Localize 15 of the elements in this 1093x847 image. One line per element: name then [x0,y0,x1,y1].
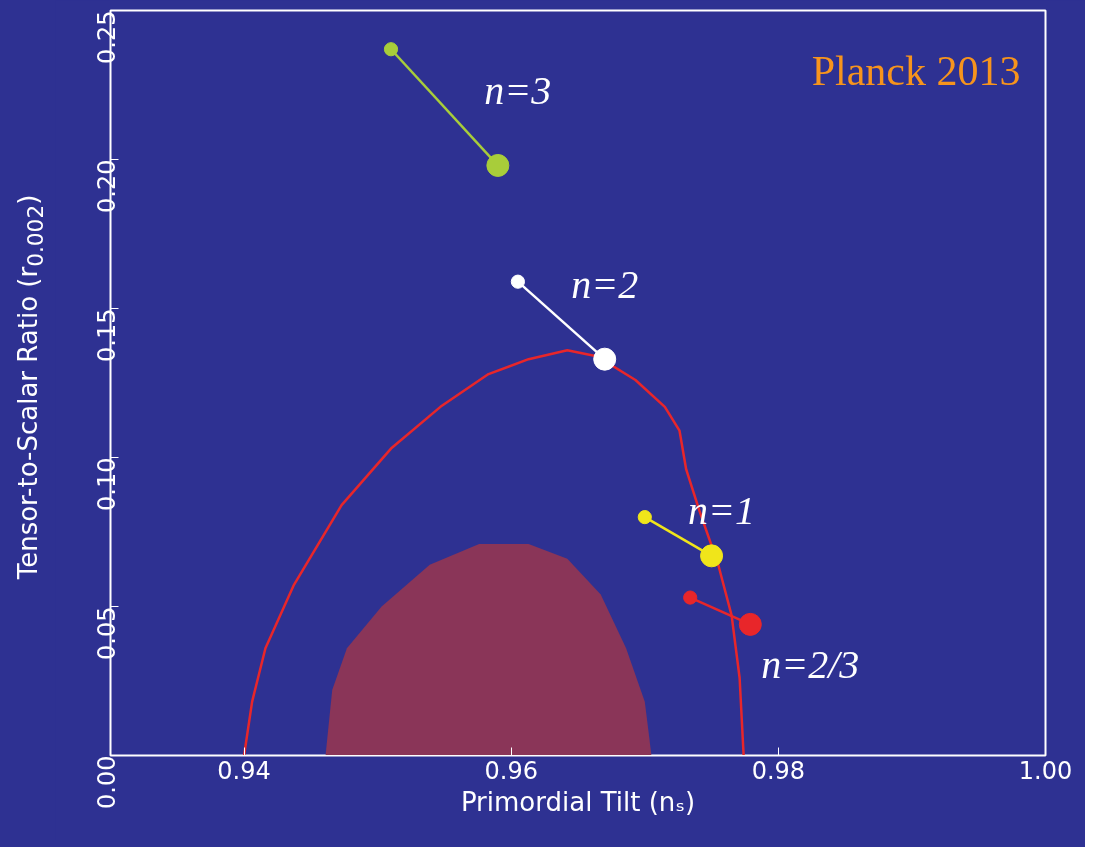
x-tick-label: 0.98 [751,756,806,785]
x-tick-label: 0.96 [484,756,538,785]
y-tick-label: 0.25 [92,10,121,64]
annotation: n=3 [484,67,552,113]
x-tick-label: 0.94 [217,756,271,785]
annotation: Planck 2013 [811,47,1021,94]
y-tick-label: 0.05 [92,606,121,660]
annotation: n=2 [571,261,639,307]
x-tick-label: 1.00 [1018,756,1073,785]
annotation: n=2/3 [761,641,860,687]
x-axis-title: Primordial Tilt (nₛ) [460,786,696,817]
y-tick-label: 0.20 [92,159,121,213]
y-tick-label: 0.00 [92,755,121,809]
y-tick-label: 0.10 [92,457,121,511]
y-tick-label: 0.15 [92,308,121,362]
